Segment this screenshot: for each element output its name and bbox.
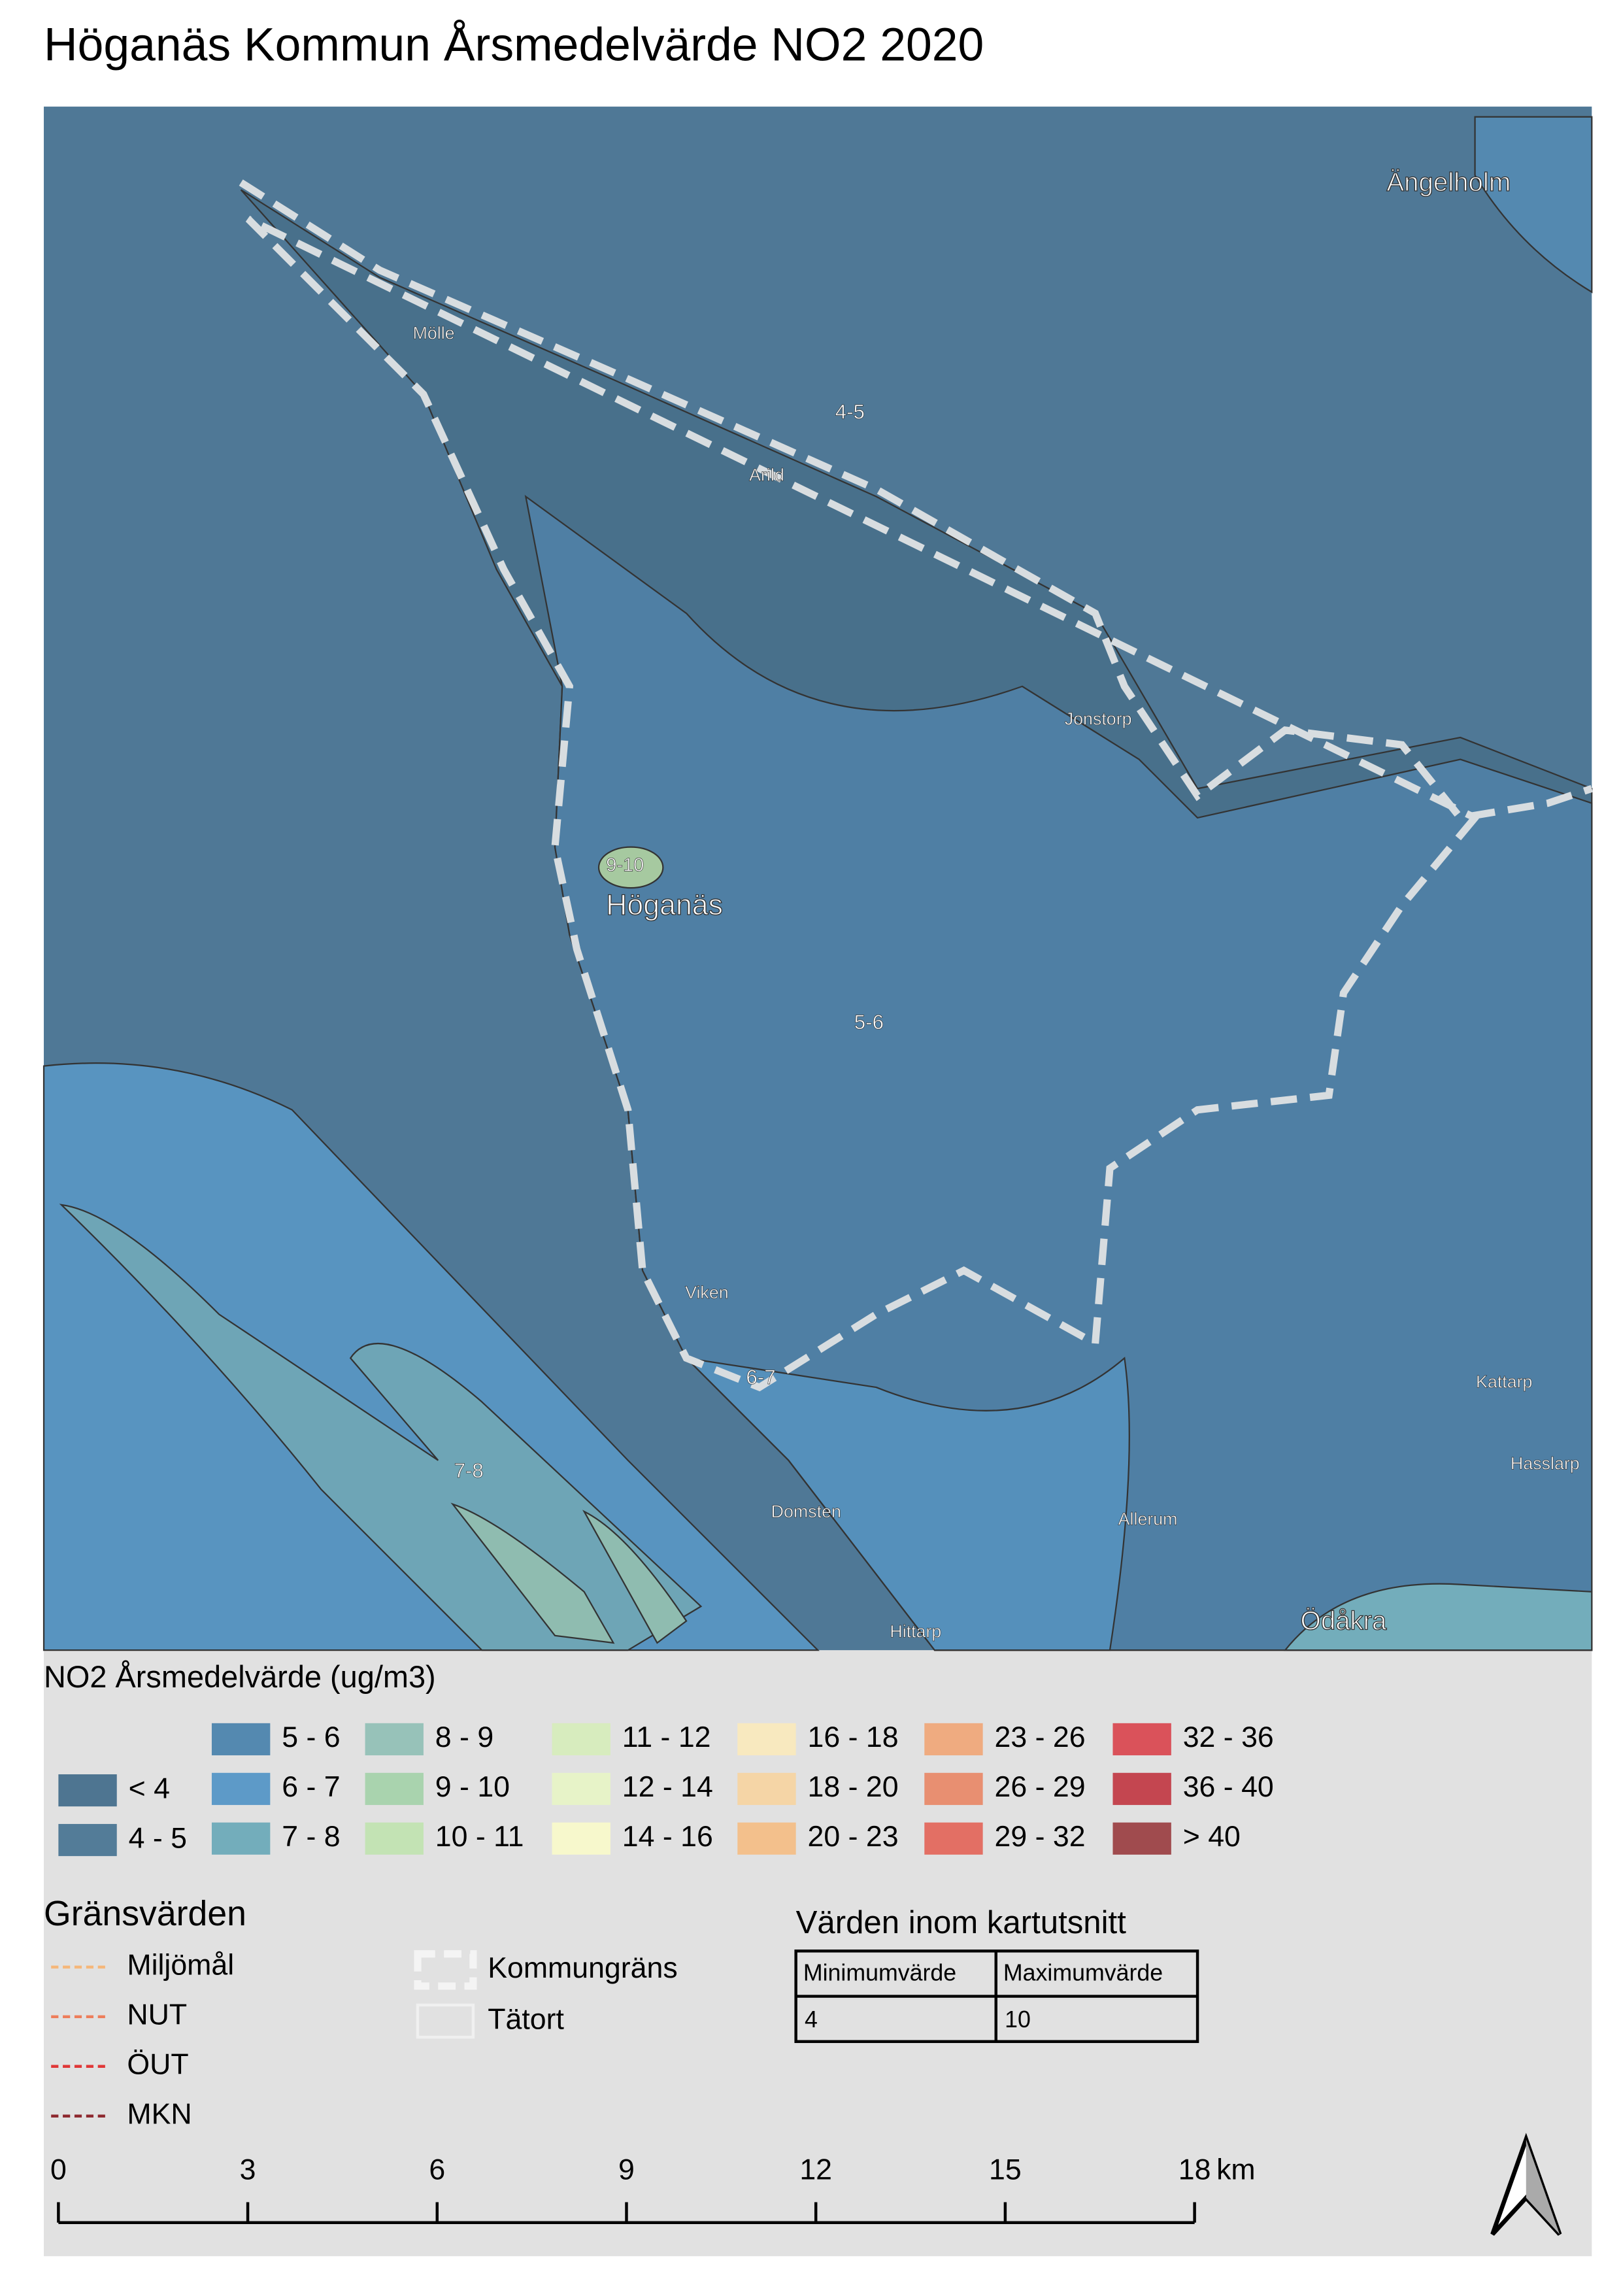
place-label: Kattarp xyxy=(1476,1372,1532,1391)
legend-swatch xyxy=(924,1723,983,1755)
scale-label: 18 xyxy=(1178,2153,1211,2186)
legend-label: 10 - 11 xyxy=(435,1821,524,1853)
legend-label: 4 - 5 xyxy=(129,1822,187,1854)
place-label: Viken xyxy=(685,1283,729,1302)
scale-label: 9 xyxy=(618,2153,635,2186)
legend-label: 23 - 26 xyxy=(995,1721,1086,1753)
scale-label: 15 xyxy=(989,2153,1022,2186)
legend-swatch xyxy=(365,1822,424,1855)
north-arrow-shade xyxy=(1526,2139,1560,2235)
legend-label: 18 - 20 xyxy=(808,1771,899,1803)
table-cell: 10 xyxy=(1005,2006,1031,2033)
boundary-label: Kommungräns xyxy=(488,1952,677,1984)
place-label: Jonstorp xyxy=(1065,709,1132,728)
boundary-label: Tätort xyxy=(488,2003,564,2035)
legend-swatch xyxy=(552,1772,610,1805)
place-label: Ödåkra xyxy=(1301,1606,1387,1635)
legend-swatch xyxy=(737,1822,796,1855)
legend-swatch xyxy=(58,1774,117,1807)
legend-label: 36 - 40 xyxy=(1183,1771,1274,1803)
zone xyxy=(42,1062,820,1651)
legend-swatch xyxy=(1112,1772,1171,1805)
limit-label: Miljömål xyxy=(127,1950,234,1982)
legend-swatch xyxy=(552,1822,610,1855)
legend-label: 26 - 29 xyxy=(995,1771,1086,1803)
zone xyxy=(1474,116,1593,294)
scale-label: 0 xyxy=(50,2153,67,2186)
boundary-swatch xyxy=(416,2003,475,2039)
legend-swatch xyxy=(211,1723,271,1755)
legend-label: 29 - 32 xyxy=(995,1821,1086,1853)
legend-swatch xyxy=(365,1723,424,1755)
place-label: Ängelholm xyxy=(1386,167,1511,197)
legend-label: 16 - 18 xyxy=(808,1721,899,1753)
limits-title: Gränsvärden xyxy=(44,1894,246,1933)
legend-swatch xyxy=(924,1822,983,1855)
legend-swatch xyxy=(737,1772,796,1805)
scale-label: 12 xyxy=(799,2153,832,2186)
map xyxy=(42,107,1594,1651)
legend-label: 7 - 8 xyxy=(282,1821,340,1853)
zone xyxy=(1283,1583,1593,1651)
legend-label: 20 - 23 xyxy=(808,1821,899,1853)
zone xyxy=(450,1502,688,1644)
place-label: Mölle xyxy=(413,324,455,343)
legend-swatch xyxy=(211,1822,271,1855)
table-header: Minimumvärde xyxy=(803,1959,956,1985)
place-label: Hittarp xyxy=(890,1621,941,1641)
scale-label: 6 xyxy=(429,2153,445,2186)
limit-label: ÖUT xyxy=(127,2049,188,2081)
legend-swatch xyxy=(1112,1723,1171,1755)
legend-label: 12 - 14 xyxy=(622,1771,713,1803)
legend-label: 32 - 36 xyxy=(1183,1721,1274,1753)
legend-label: 11 - 12 xyxy=(622,1721,711,1753)
place-label: Höganäs xyxy=(606,889,723,921)
legend-label: > 40 xyxy=(1183,1821,1241,1853)
place-label: Arild xyxy=(749,465,784,484)
legend-swatch xyxy=(58,1823,117,1857)
legend-swatch xyxy=(552,1723,610,1755)
title: Höganäs Kommun Årsmedelvärde NO2 2020 xyxy=(44,19,984,71)
legend-label: < 4 xyxy=(129,1772,170,1804)
place-label: 4-5 xyxy=(835,400,865,423)
table-header: Maximumvärde xyxy=(1003,1959,1163,1985)
north-arrow xyxy=(1490,2133,1562,2236)
place-label: Domsten xyxy=(771,1502,841,1521)
legend-label: 6 - 7 xyxy=(282,1771,340,1803)
place-label: Hasslarp xyxy=(1511,1454,1580,1474)
scale-unit: km xyxy=(1216,2153,1256,2186)
legend-swatch xyxy=(924,1772,983,1805)
place-label: 7-8 xyxy=(454,1459,484,1482)
place-label: 9-10 xyxy=(606,854,644,875)
zone xyxy=(59,1204,703,1651)
boundary-swatch xyxy=(414,1950,477,1990)
scale-label: 3 xyxy=(240,2153,256,2186)
zone xyxy=(597,846,664,889)
place-label: 6-7 xyxy=(746,1366,775,1389)
legend-label: 14 - 16 xyxy=(622,1821,713,1853)
table-title: Värden inom kartutsnitt xyxy=(796,1905,1127,1940)
place-label: 5-6 xyxy=(854,1011,884,1034)
table-cell: 4 xyxy=(805,2006,818,2033)
limit-label: NUT xyxy=(127,1999,187,2031)
legend-swatch xyxy=(737,1723,796,1755)
legend-swatch xyxy=(1112,1822,1171,1855)
legend-label: 9 - 10 xyxy=(435,1771,510,1803)
legend-label: 8 - 9 xyxy=(435,1721,493,1753)
legend-label: 5 - 6 xyxy=(282,1721,340,1753)
zone xyxy=(684,1357,1130,1651)
legend-panel xyxy=(44,1650,1592,2257)
legend-swatch xyxy=(365,1772,424,1805)
limit-label: MKN xyxy=(127,2099,192,2131)
legend-swatch xyxy=(211,1772,271,1805)
legend-title: NO2 Årsmedelvärde (ug/m3) xyxy=(44,1660,436,1694)
place-label: Allerum xyxy=(1118,1509,1178,1528)
municipal-boundary xyxy=(239,179,1594,1392)
